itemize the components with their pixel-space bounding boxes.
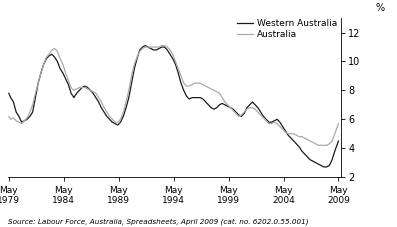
Western Australia: [143, 44, 148, 47]
Western Australia: [148, 47, 153, 50]
Line: Western Australia: Western Australia: [9, 46, 339, 167]
Australia: [336, 122, 341, 125]
Western Australia: [316, 163, 321, 165]
Western Australia: [39, 72, 43, 74]
Australia: [319, 144, 324, 147]
Western Australia: [322, 165, 326, 168]
Australia: [214, 91, 219, 93]
Australia: [39, 72, 43, 74]
Australia: [146, 46, 150, 48]
Western Australia: [214, 106, 219, 109]
Line: Australia: Australia: [9, 46, 339, 145]
Australia: [231, 109, 235, 112]
Australia: [316, 144, 321, 147]
Text: %: %: [376, 2, 385, 13]
Western Australia: [6, 92, 11, 95]
Western Australia: [336, 140, 341, 142]
Australia: [83, 86, 87, 89]
Legend: Western Australia, Australia: Western Australia, Australia: [237, 20, 337, 39]
Western Australia: [231, 108, 235, 111]
Western Australia: [83, 85, 87, 87]
Text: Source: Labour Force, Australia, Spreadsheets, April 2009 (cat. no. 6202.0.55.00: Source: Labour Force, Australia, Spreads…: [8, 218, 308, 225]
Australia: [6, 115, 11, 118]
Australia: [159, 44, 164, 47]
